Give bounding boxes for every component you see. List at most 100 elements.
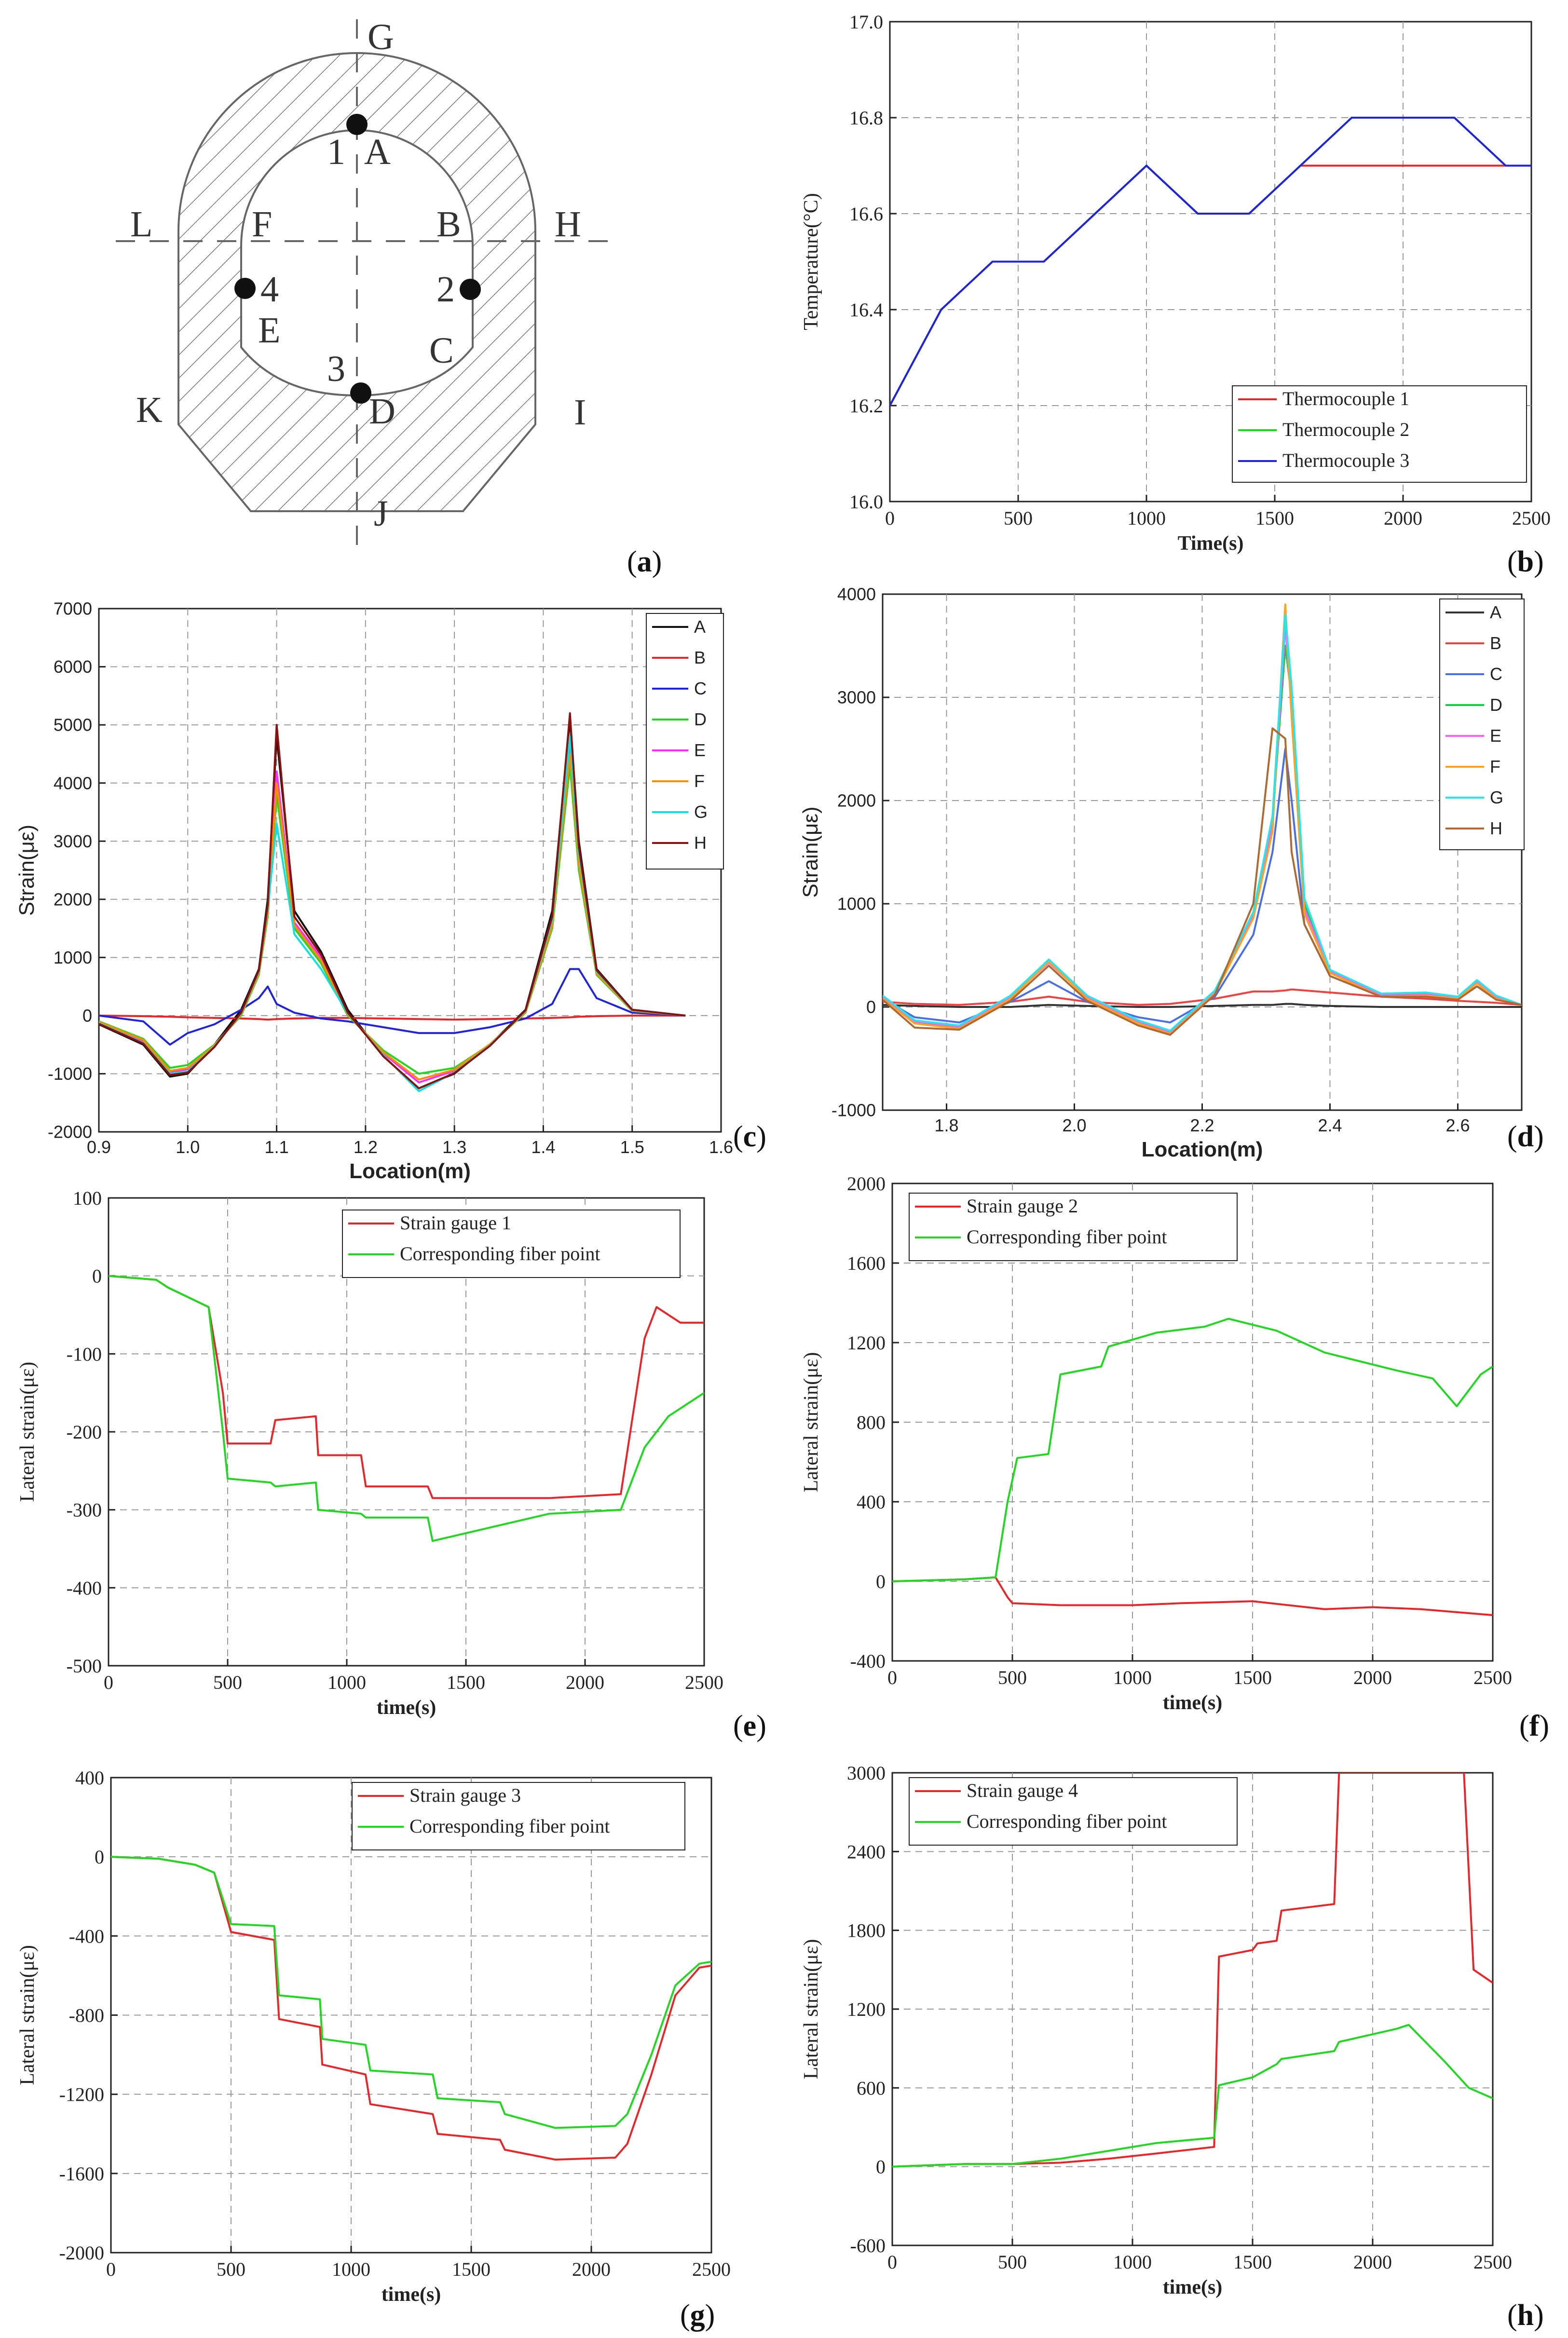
series-line-8 [883, 727, 1522, 1036]
x-tick-label: 2500 [1473, 1667, 1512, 1688]
x-tick-label: 1500 [1233, 1667, 1272, 1688]
label-F: F [252, 204, 272, 245]
y-tick-label: 2000 [54, 889, 92, 909]
series-line-1 [109, 1275, 704, 1499]
y-tick-label: -2000 [48, 1122, 92, 1142]
plot-frame [889, 21, 1532, 503]
panel-label-g: (g) [680, 2299, 715, 2332]
y-tick-label: 1000 [837, 894, 876, 914]
y-tick-label: 6000 [54, 657, 92, 677]
x-axis-label: Location(m) [1142, 1138, 1263, 1161]
legend-box [909, 1193, 1238, 1261]
chart-h-svg: 0 500 1000 1500 2000 2500-6000600120018002400… [800, 1762, 1512, 2298]
x-tick-label: 2500 [1512, 507, 1551, 529]
legend-entry: Strain gauge 4 [967, 1780, 1078, 1801]
series-line-3 [99, 968, 686, 1046]
y-tick-label: 1200 [847, 1998, 886, 2020]
label-K: K [136, 390, 163, 430]
y-axis-label: Strain(με) [15, 825, 39, 916]
panel-label-b: (b) [1507, 545, 1544, 578]
legend-entry: F [1490, 757, 1500, 776]
y-axis-label: Lateral strain(με) [800, 1352, 822, 1493]
label-G: G [368, 17, 394, 57]
y-tick-label: 100 [73, 1187, 102, 1209]
legend-entry: H [1490, 818, 1502, 838]
chart-c-svg: 0.9 1.0 1.1 1.2 1.3 1.4 1.5 1.6 -2000 -1000 0 1000 2… [15, 599, 733, 1183]
panel-label-f: (f) [1519, 1710, 1549, 1742]
legend-entry: C [1490, 664, 1502, 684]
legend-entry: E [1490, 726, 1501, 746]
y-tick-label: 0 [92, 1265, 102, 1287]
series-line-1 [892, 1773, 1493, 2168]
x-tick-label: 0.9 [87, 1137, 111, 1157]
x-tick-label: 1000 [332, 2258, 370, 2280]
legend-entry: A [1490, 602, 1501, 622]
panel-b-temperature-chart: 0 500 1000 1500 2000 2500 16.0 16.2 16.4 16.6 16.8… [784, 0, 1568, 584]
legend-box [352, 1782, 685, 1850]
y-tick-label: -400 [69, 1925, 104, 1947]
x-tick-label: 1000 [327, 1672, 366, 1693]
legend-entry: D [1490, 695, 1502, 715]
legend-entry: B [1490, 633, 1501, 653]
y-tick-label: 1000 [54, 948, 92, 967]
x-tick-label: 2500 [685, 1672, 723, 1693]
label-J: J [374, 493, 388, 534]
y-tick-label: 1800 [847, 1920, 886, 1942]
series-line-8 [99, 712, 686, 1089]
chart-g-svg: 0 500 1000 1500 2000 2500 -2000 -1600 -1200 -800 -… [16, 1767, 731, 2306]
x-tick-label: 0 [887, 2251, 897, 2273]
y-tick-label: 1600 [847, 1252, 886, 1274]
x-tick-label: 1.4 [531, 1137, 555, 1157]
diagram-point-labels: G A B C D E F H I J K L 1 2 3 4 [130, 17, 586, 534]
y-tick-label: 17.0 [849, 11, 883, 33]
chart-b-svg: 0 500 1000 1500 2000 2500 16.0 16.2 16.4 16.6 16.8… [800, 11, 1551, 555]
y-tick-label: 2000 [837, 791, 876, 811]
legend-entry: C [694, 679, 707, 698]
label-E: E [258, 310, 280, 351]
x-tick-label: 1000 [1113, 2251, 1152, 2273]
x-tick-label: 0 [887, 1667, 897, 1688]
y-tick-label: 400 [857, 1491, 886, 1513]
y-tick-label: -1000 [48, 1064, 92, 1084]
series-line-2 [892, 1318, 1493, 1582]
x-tick-label: 1500 [452, 2258, 491, 2280]
x-tick-label: 1.8 [934, 1115, 958, 1135]
y-tick-label: -100 [67, 1343, 102, 1365]
legend-entry: Corresponding fiber point [400, 1243, 600, 1264]
series-line-2 [111, 1856, 711, 2129]
series-line-2 [883, 988, 1522, 1006]
series-line-3 [890, 117, 1531, 406]
series-line-1 [111, 1856, 711, 2161]
label-sensor-2: 2 [436, 269, 455, 310]
y-tick-label: 2400 [847, 1841, 886, 1862]
legend-box [909, 1777, 1238, 1846]
y-tick-label: 4000 [837, 584, 876, 604]
panel-label-h: (h) [1507, 2299, 1544, 2332]
y-tick-label: -200 [67, 1421, 102, 1443]
y-tick-label: 3000 [847, 1762, 886, 1784]
legend-entry: G [1490, 788, 1503, 807]
legend-entry: Corresponding fiber point [409, 1815, 610, 1837]
x-axis-label: Time(s) [1178, 532, 1244, 555]
series-line-7 [883, 613, 1522, 1032]
x-tick-label: 2.0 [1062, 1115, 1086, 1135]
panel-d-strain-location-chart: 1.8 2.0 2.2 2.4 2.6 -1000 0 1000 2000 3000 4000 Loc… [784, 584, 1568, 1169]
series-line-1 [892, 1576, 1493, 1617]
legend-box [342, 1210, 681, 1278]
panel-label-a: (a) [627, 545, 662, 578]
panel-e-gauge1-chart: 0 500 1000 1500 2000 2500 -500 -400 -300 -200 -100… [0, 1169, 784, 1754]
series-line-7 [99, 735, 686, 1092]
y-tick-label: 4000 [54, 773, 92, 793]
y-tick-label: -800 [69, 2005, 104, 2026]
y-tick-label: 7000 [54, 599, 92, 619]
series-line-4 [99, 764, 686, 1075]
legend-entry: G [694, 802, 708, 822]
panel-label-c: (c) [733, 1120, 766, 1153]
panel-a-tunnel-diagram: G A B C D E F H I J K L 1 2 3 4 (a) [0, 0, 784, 584]
series-line-2 [99, 1014, 686, 1021]
x-tick-label: 2000 [1384, 507, 1422, 529]
series-line-6 [99, 753, 686, 1081]
x-tick-label: 2000 [1353, 1667, 1392, 1688]
y-tick-label: 0 [82, 1006, 92, 1025]
legend-entry: Thermocouple 2 [1282, 419, 1409, 440]
